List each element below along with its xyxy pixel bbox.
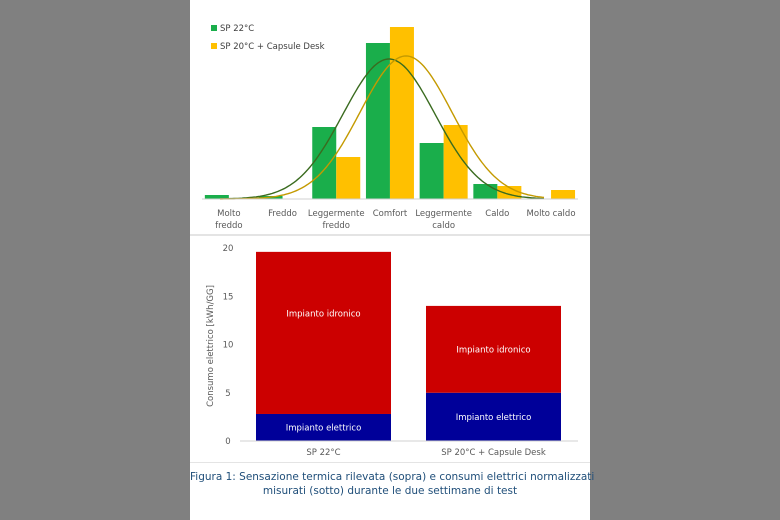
x-axis-labels: SP 22°C SP 20°C + Capsule Desk	[306, 448, 545, 458]
bar-segment-impianto-elettrico	[426, 392, 561, 441]
y-tick-label: 20	[223, 244, 234, 254]
bar-segment-impianto-idronico	[256, 251, 391, 414]
bar-sp22	[312, 127, 337, 199]
x-tick-label: Molto caldo	[527, 209, 576, 219]
figure-caption: Figura 1: Sensazione termica rilevata (s…	[190, 470, 595, 498]
bar-sp22	[473, 184, 498, 199]
bar-segment-impianto-idronico	[426, 305, 561, 393]
x-tick-label: Molto	[217, 209, 240, 219]
y-axis: 0 5 10 15 20	[223, 244, 234, 447]
figure-panel: Molto freddo Freddo Leggermente freddo Comfor…	[190, 0, 595, 520]
consumption-bars: Impianto elettrico Impianto idronico Impia…	[256, 251, 561, 441]
x-axis-labels: Molto freddo Freddo Leggermente freddo Comfor…	[215, 209, 575, 231]
x-tick-label: Leggermente	[415, 209, 472, 219]
thermal-sensation-chart: Molto freddo Freddo Leggermente freddo Comfor…	[202, 24, 578, 231]
bar-sp20-capsule	[336, 157, 361, 199]
data-label-impianto-elettrico: Impianto elettrico	[286, 423, 362, 433]
data-label-impianto-idronico: Impianto idronico	[286, 309, 360, 319]
caption-line-2: misurati (sotto) durante le due settiman…	[262, 485, 518, 497]
x-tick-label: freddo	[322, 221, 350, 231]
bar-segment-impianto-elettrico	[256, 413, 391, 441]
x-tick-label: caldo	[432, 221, 455, 231]
distribution-curves	[220, 55, 545, 200]
chart-divider	[190, 234, 590, 236]
curve-sp22	[220, 58, 545, 200]
y-tick-label: 10	[223, 341, 234, 351]
x-tick-label: freddo	[215, 221, 243, 231]
bar-sp20-capsule	[389, 27, 414, 199]
data-label-impianto-elettrico: Impianto elettrico	[456, 413, 532, 423]
data-label-impianto-idronico: Impianto idronico	[456, 345, 530, 355]
bar-sp22	[204, 195, 229, 199]
legend-label-sp20-capsule: SP 20°C + Capsule Desk	[220, 42, 325, 52]
bar-sp22	[419, 143, 444, 199]
y-axis-title: Consumo elettrico [kWh/GG]	[206, 285, 216, 407]
x-tick-label: SP 22°C	[306, 448, 340, 458]
x-tick-label: Freddo	[268, 209, 297, 219]
consumption-chart: 0 5 10 15 20 Consumo elettrico [kWh/GG] Impi…	[206, 244, 578, 458]
legend-swatch-yellow	[211, 43, 217, 49]
legend-label-sp22: SP 22°C	[220, 24, 254, 34]
y-tick-label: 0	[225, 437, 230, 447]
caption-divider	[190, 462, 590, 463]
x-tick-label: Comfort	[373, 209, 408, 219]
x-tick-label: Caldo	[485, 209, 509, 219]
y-tick-label: 15	[223, 292, 234, 302]
x-tick-label: SP 20°C + Capsule Desk	[441, 448, 546, 458]
caption-line-1: Figura 1: Sensazione termica rilevata (s…	[190, 471, 595, 483]
x-tick-label: Leggermente	[308, 209, 365, 219]
legend-swatch-green	[211, 25, 217, 31]
y-tick-label: 5	[225, 389, 230, 399]
bar-sp20-capsule	[551, 190, 576, 199]
thermal-bars	[204, 27, 576, 199]
bar-sp22	[365, 43, 390, 199]
legend: SP 22°C SP 20°C + Capsule Desk	[211, 24, 325, 52]
curve-sp20-capsule	[220, 55, 545, 200]
